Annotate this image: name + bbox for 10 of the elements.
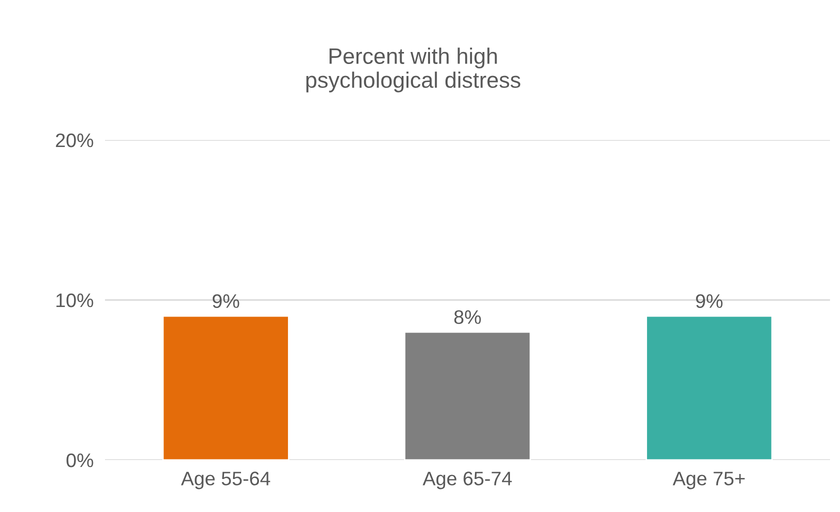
data-label: 8% bbox=[454, 310, 481, 324]
y-tick-label: 10% bbox=[56, 293, 94, 308]
data-label: 9% bbox=[696, 294, 723, 308]
y-tick-label: 0% bbox=[66, 453, 94, 468]
x-tick-label: Age 75+ bbox=[672, 472, 745, 490]
data-label: 9% bbox=[212, 294, 240, 308]
chart-title: Percent with high psychological distress bbox=[306, 48, 520, 92]
x-tick-label: Age 65-74 bbox=[422, 472, 512, 490]
y-tick-label: 20% bbox=[56, 133, 94, 148]
x-tick-label: Age 55-64 bbox=[181, 472, 270, 490]
